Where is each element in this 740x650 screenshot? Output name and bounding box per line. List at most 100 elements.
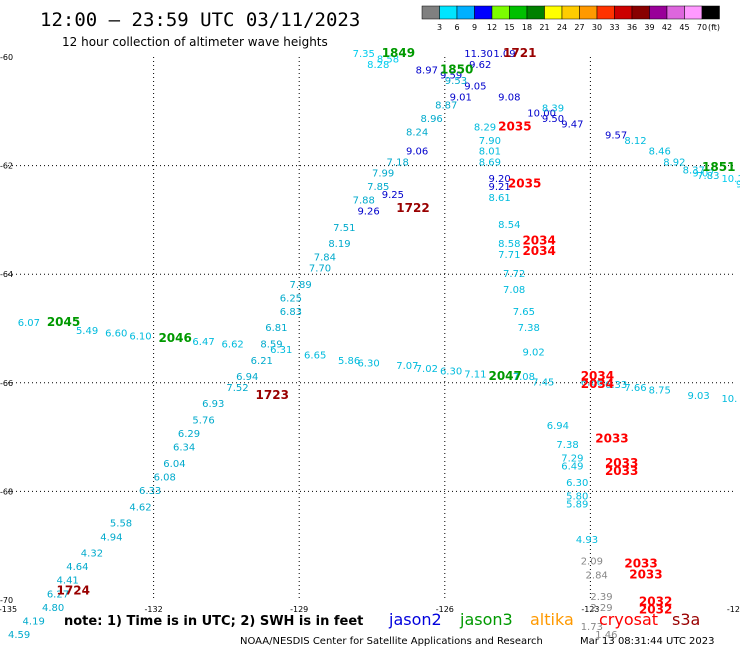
swh-value: 8.24 [406,128,428,139]
swh-value: 6.66 [581,378,603,389]
swh-value: 6.93 [202,399,224,410]
swh-value: 10.14 [721,174,740,185]
colorbar-tick: 30 [592,23,602,32]
swh-value: 2.39 [590,592,612,603]
swh-value: 8.59 [260,340,282,351]
swh-value: 7.66 [624,383,646,394]
y-tick-label: -60 [0,53,13,62]
swh-value: 7.18 [387,158,409,169]
swh-value: 4.19 [23,616,45,627]
swh-value: 7.07 [396,361,418,372]
y-tick-label: -62 [0,162,13,171]
swh-value: 7.83 [697,171,719,182]
time-label: 1724 [57,584,90,598]
colorbar-tick: 36 [627,23,637,32]
colorbar-swatch [701,5,720,20]
swh-value: 9.47 [561,120,583,131]
colorbar-tick: 39 [644,23,654,32]
colorbar-swatch [544,5,563,20]
swh-value: 5.49 [76,326,98,337]
swh-value: 6.31 [270,345,292,356]
swh-value: 6.49 [561,462,583,473]
swh-value: 6.34 [173,443,195,454]
footer-credit: NOAA/NESDIS Center for Satellite Applica… [240,636,543,647]
swh-value: 7.71 [498,250,520,261]
time-label: 2033 [605,464,638,478]
swh-value: 8.37 [683,166,705,177]
time-labels: 1849 172118502035185120351722203420342045… [47,46,736,617]
colorbar-swatch [614,5,633,20]
time-label: 2047 [488,369,521,383]
swh-value: 9.01 [450,92,472,103]
time-label: 2033 [595,432,628,446]
axis-tick-labels: -60 -62 -64 -66 -68 -70-135 -132 -129 -126 -123 -1… [0,53,740,614]
colorbar-tick: 33 [609,23,619,32]
time-label: 2033 [605,456,638,470]
swh-value: 9.20 [488,174,510,185]
swh-value: 4.94 [100,532,122,543]
swh-value: 6.30 [357,359,379,370]
swh-value: 8.46 [649,147,671,158]
swh-value: 7.65 [513,307,535,318]
time-label: 2032 [639,603,672,617]
colorbar-swatch [509,5,528,20]
swh-value: 7.38 [556,440,578,451]
swh-value: 6.81 [265,323,287,334]
colorbar-tick: 21 [539,23,549,32]
colorbar-tick: 12 [487,23,497,32]
swh-value: 7.08 [513,372,535,383]
swh-value: 2.29 [590,603,612,614]
swh-value: 7.89 [289,280,311,291]
colorbar-unit: (ft) [708,23,720,32]
colorbar-swatch [561,5,580,20]
swh-value: 4.64 [66,562,88,573]
swh-value: 4.80 [42,603,64,614]
swh-value: 9.26 [357,206,379,217]
swh-value: 9.21 [488,182,510,193]
colorbar-swatch [491,5,510,20]
time-label: 1850 [440,62,473,76]
swh-value: 8.12 [624,136,646,147]
y-tick-label: -64 [0,270,13,279]
swh-value: 9.05 [464,82,486,93]
colorbar-swatch [579,5,598,20]
swh-value: 7.72 [503,269,525,280]
colorbar-tick: 9 [472,23,477,32]
swh-value: 9.02 [522,348,544,359]
colorbar-swatch [596,5,615,20]
swh-value: 6.04 [163,459,185,470]
colorbar-tick: 18 [522,23,532,32]
time-label: 1723 [256,388,289,402]
legend-entry: jason2 [388,610,442,629]
colorbar-tick: 45 [679,23,689,32]
colorbar: 3 6 9 12 15 18 21 24 27 30 33 36 39 42 45 70 (ft) [421,5,720,32]
swh-value: 7.90 [479,136,501,147]
swh-value: 7.85 [367,182,389,193]
colorbar-tick: 6 [454,23,459,32]
swh-value: 6.94 [547,421,569,432]
swh-value: 8.69 [479,158,501,169]
swh-value: 2.09 [581,557,603,568]
swh-value: 4.59 [8,630,30,641]
x-tick-label: -129 [290,605,308,614]
time-label: 2033 [629,567,662,581]
swh-value: 9.50 [542,114,564,125]
x-tick-label: -120 [727,605,740,614]
swh-value: 6.30 [440,367,462,378]
swh-value: 9.06 [406,147,428,158]
time-label: 2034 [522,233,555,247]
chart-title: 12:00 — 23:59 UTC 03/11/2023 [40,9,360,31]
swh-value: 9.25 [382,190,404,201]
colorbar-swatch [439,5,458,20]
time-label: 1722 [396,201,429,215]
legend-entry: altika [530,610,574,629]
swh-value: 6.33 [605,380,627,391]
time-label: 2035 [508,176,541,190]
x-tick-label: -135 [0,605,17,614]
swh-value: 7.52 [226,383,248,394]
colorbar-swatch [456,5,475,20]
swh-value: 5.80 [566,492,588,503]
time-label: 1721 [503,46,536,60]
swh-value: 8.58 [377,54,399,65]
footer-timestamp: Mar 13 08:31:44 UTC 2023 [580,636,715,647]
